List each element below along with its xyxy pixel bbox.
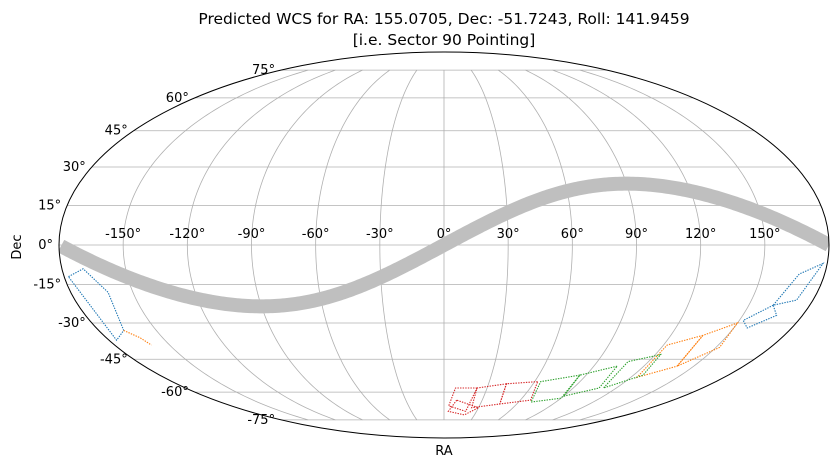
- y-axis-label: Dec: [10, 234, 25, 259]
- ccd-footprint: [603, 353, 663, 389]
- ccd-footprint: [470, 383, 508, 409]
- meridian-gridline: [122, 69, 309, 421]
- chart-title: Predicted WCS for RA: 155.0705, Dec: -51…: [198, 10, 689, 28]
- meridian-gridline: [379, 69, 418, 421]
- ccd-footprint: [67, 268, 125, 342]
- dec-tick-label: 0°: [38, 238, 53, 253]
- meridian-gridline: [251, 69, 363, 421]
- ra-tick-label: 150°: [749, 227, 780, 242]
- ecliptic-band: [59, 176, 829, 314]
- ccd-footprint: [448, 387, 478, 413]
- ra-tick-label: 30°: [497, 227, 520, 242]
- dec-tick-label: 15°: [38, 198, 61, 213]
- ccd-footprint: [123, 329, 152, 346]
- ra-tick-labels: -150° -120° -90° -60° -30° 0° 30° 60° 90° 120° 150…: [105, 227, 780, 242]
- ccd-footprint: [676, 321, 739, 367]
- meridian-gridline: [579, 69, 766, 421]
- dec-tick-label: 75°: [252, 63, 275, 78]
- sector-footprints: [67, 262, 825, 416]
- meridian-gridline: [525, 69, 637, 421]
- meridian-gridline: [186, 69, 336, 421]
- dec-tick-label: -45°: [100, 352, 128, 367]
- dec-tick-label: -30°: [58, 316, 86, 331]
- ccd-footprint: [742, 304, 778, 329]
- ra-tick-label: -30°: [366, 227, 394, 242]
- meridian-gridline: [315, 69, 390, 421]
- chart-subtitle: [i.e. Sector 90 Pointing]: [353, 31, 536, 49]
- dec-tick-label: 60°: [166, 91, 189, 106]
- ra-tick-label: -60°: [302, 227, 330, 242]
- meridian-gridline: [470, 69, 509, 421]
- ra-tick-label: -150°: [105, 227, 141, 242]
- dec-tick-label: -60°: [161, 385, 189, 400]
- dec-tick-label: 30°: [63, 160, 86, 175]
- ecliptic-line: [59, 176, 829, 314]
- ra-tick-label: 120°: [685, 227, 716, 242]
- meridian-gridline: [552, 69, 702, 421]
- ra-tick-label: 60°: [561, 227, 584, 242]
- meridian-gridline: [498, 69, 573, 421]
- ra-tick-label: 90°: [625, 227, 648, 242]
- sky-boundary: [58, 51, 830, 439]
- ccd-footprint: [530, 374, 582, 403]
- x-axis-label: RA: [435, 444, 453, 459]
- dec-tick-labels: 75° 60° 45° 30° 15° 0° -15° -30° -45° -60° -75°: [33, 63, 275, 428]
- dec-tick-label: -15°: [33, 278, 61, 293]
- dec-tick-label: -75°: [247, 413, 275, 428]
- ra-tick-label: -120°: [169, 227, 205, 242]
- ra-tick-label: 0°: [437, 227, 452, 242]
- dec-tick-label: 45°: [105, 124, 128, 139]
- ccd-footprint: [635, 334, 705, 379]
- ra-tick-label: -90°: [238, 227, 266, 242]
